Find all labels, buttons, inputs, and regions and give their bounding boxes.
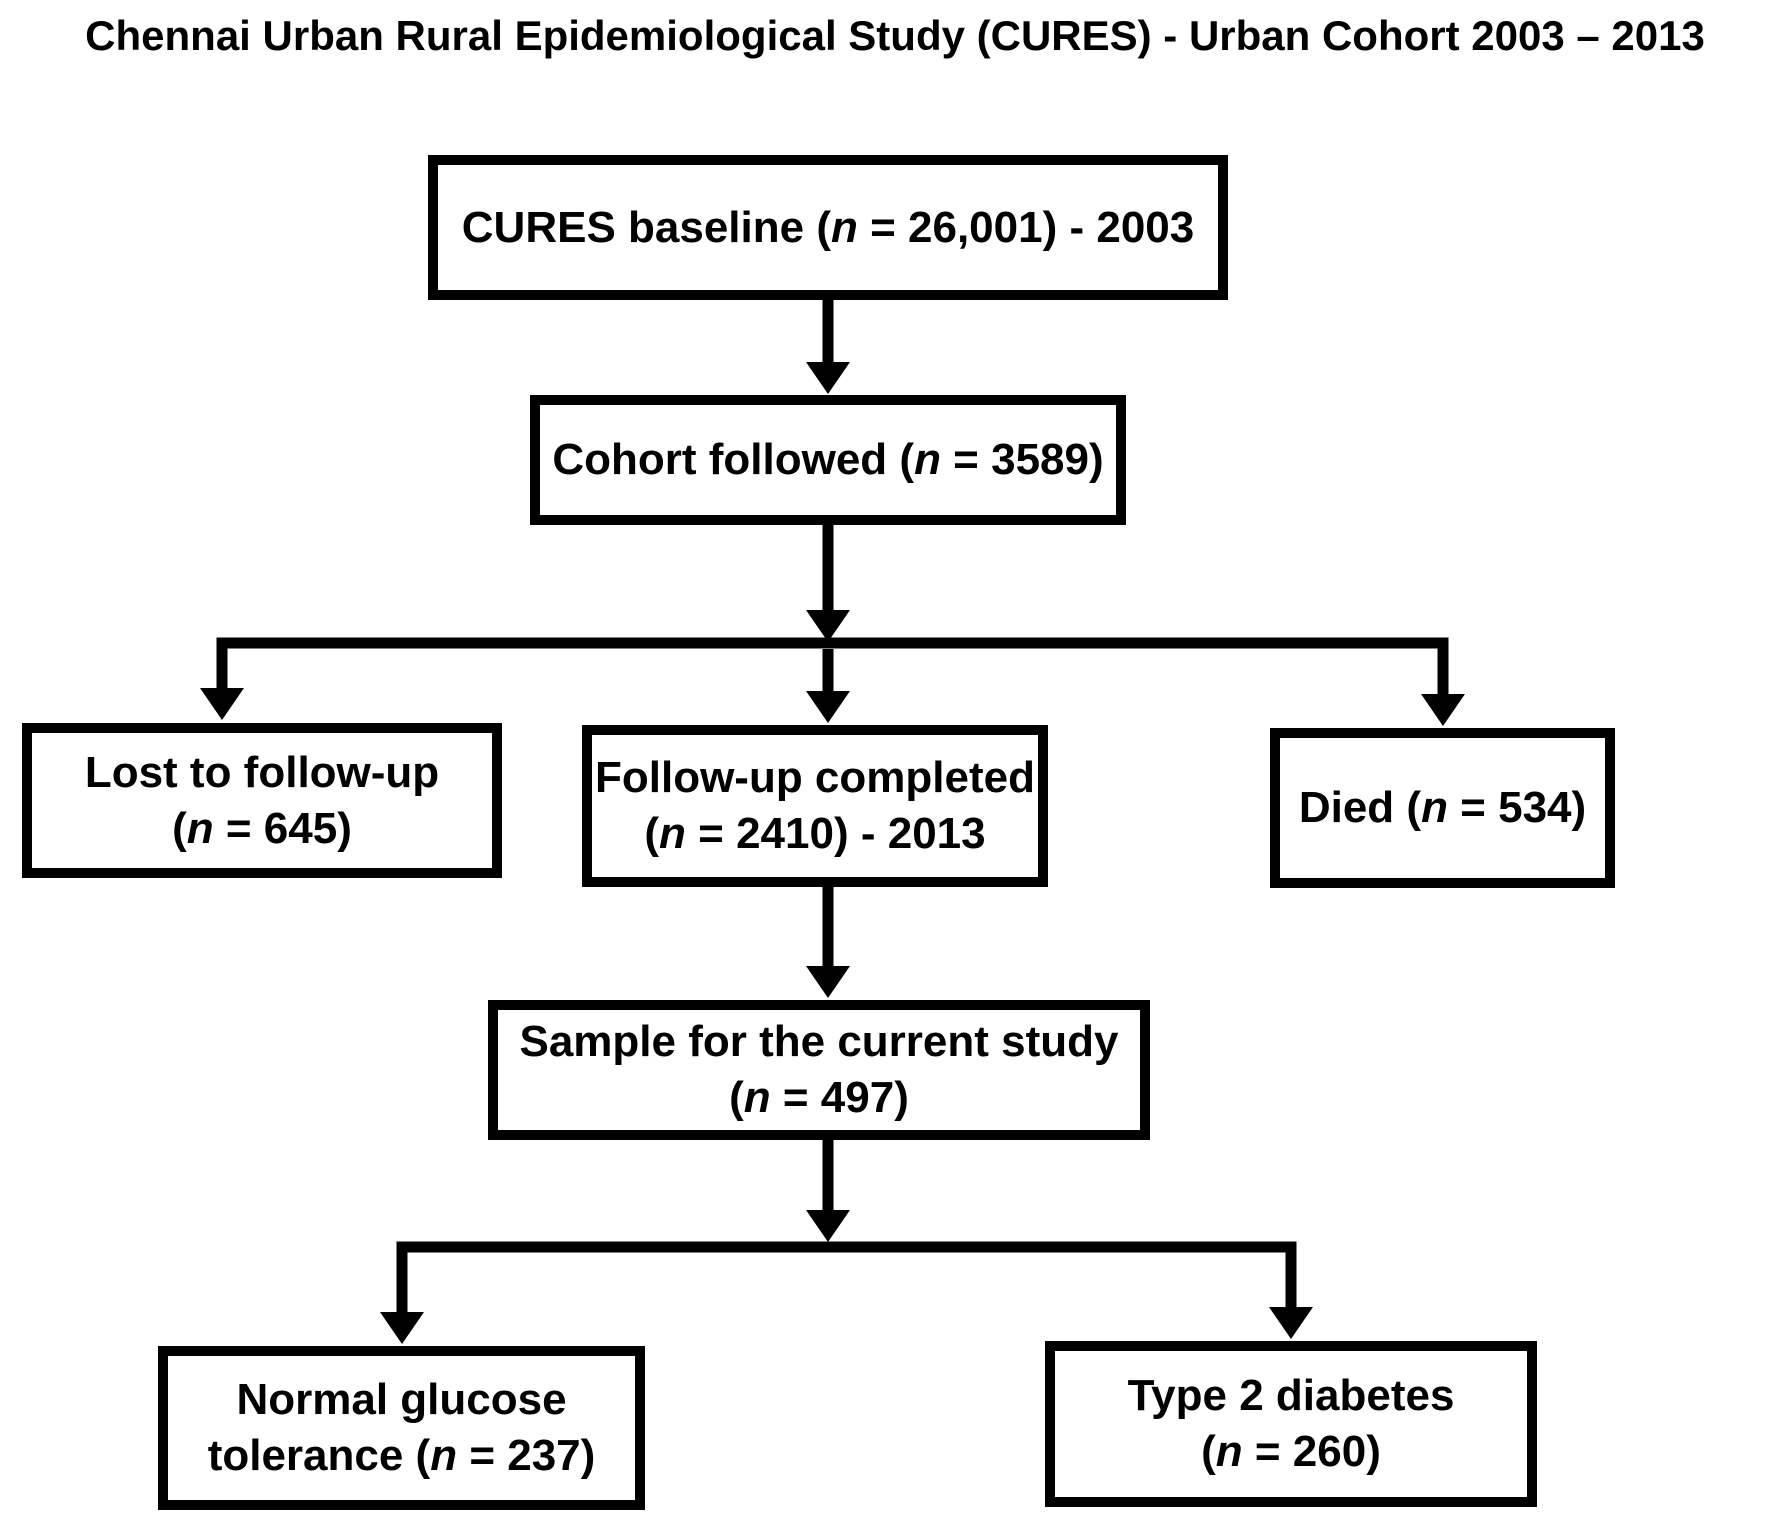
arrow-sample-to-branch-head bbox=[806, 1210, 850, 1242]
node-label-line: Type 2 diabetes bbox=[1127, 1371, 1455, 1421]
arrow-baseline-to-cohort-head bbox=[806, 362, 850, 394]
arrow-branch-to-lost-head bbox=[200, 688, 244, 720]
node-label-line: (n = 2410) - 2013 bbox=[644, 809, 986, 858]
node-lost-to-follow-up: Lost to follow-up (n = 645) bbox=[22, 723, 502, 878]
node-sample-current-study: Sample for the current study (n = 497) bbox=[488, 1000, 1150, 1140]
node-label-line: tolerance (n = 237) bbox=[207, 1431, 596, 1480]
node-label-line: (n = 260) bbox=[1201, 1427, 1381, 1476]
node-died: Died (n = 534) bbox=[1270, 728, 1615, 888]
node-label-line: (n = 497) bbox=[729, 1073, 909, 1122]
node-label-line: (n = 645) bbox=[172, 803, 352, 853]
arrow-branch-to-completed-head bbox=[806, 691, 850, 723]
node-type-2-diabetes: Type 2 diabetes (n = 260) bbox=[1045, 1341, 1537, 1507]
arrow-branch-to-ngt-head bbox=[380, 1312, 424, 1344]
node-cohort-followed: Cohort followed (n = 3589) bbox=[530, 395, 1126, 525]
arrow-cohort-to-branch-head bbox=[806, 610, 850, 642]
arrow-branch-to-t2d-head bbox=[1269, 1307, 1313, 1339]
arrow-branch-to-died-head bbox=[1421, 694, 1465, 726]
node-follow-up-completed: Follow-up completed (n = 2410) - 2013 bbox=[582, 725, 1048, 887]
node-label-line: Normal glucose bbox=[236, 1375, 567, 1425]
diagram-title: Chennai Urban Rural Epidemiological Stud… bbox=[85, 12, 1705, 59]
node-label-line: Sample for the current study bbox=[519, 1017, 1119, 1067]
arrow-completed-to-sample-head bbox=[806, 966, 850, 998]
node-label-line: Lost to follow-up bbox=[84, 747, 440, 797]
node-label-line: Died (n = 534) bbox=[1298, 783, 1587, 833]
node-label-line: CURES baseline (n = 26,001) - 2003 bbox=[461, 202, 1195, 252]
node-cures-baseline: CURES baseline (n = 26,001) - 2003 bbox=[428, 155, 1228, 300]
node-label-line: Cohort followed (n = 3589) bbox=[552, 435, 1104, 485]
node-label-line: Follow-up completed bbox=[595, 753, 1035, 803]
node-normal-glucose-tolerance: Normal glucose tolerance (n = 237) bbox=[158, 1346, 645, 1510]
